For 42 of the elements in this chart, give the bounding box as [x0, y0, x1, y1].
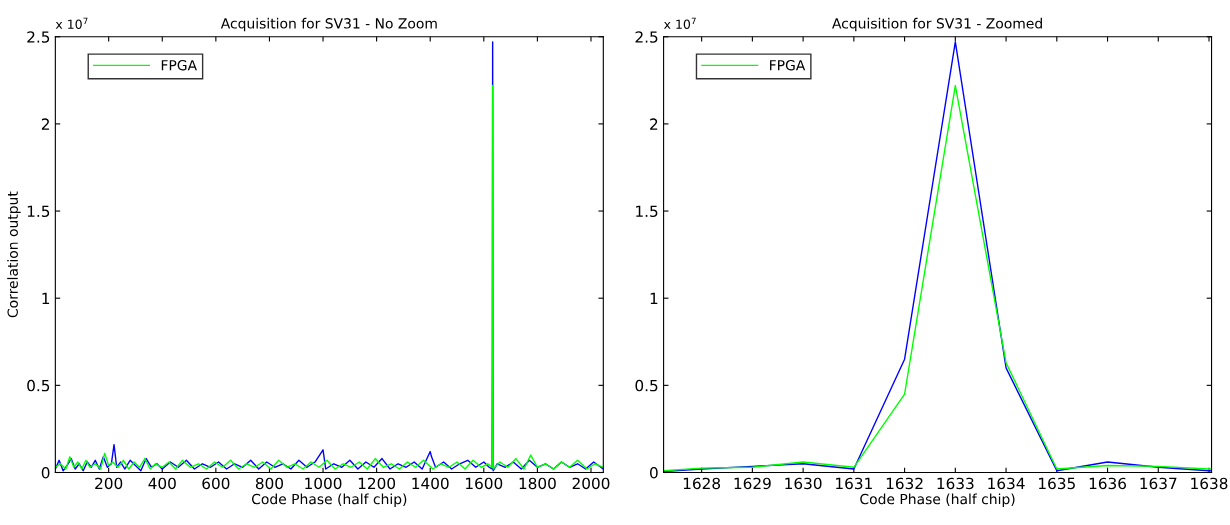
- y-axis-title: Correlation output: [7, 191, 21, 318]
- x-tick-label: 1630: [785, 477, 822, 490]
- y-tick-label: 1: [650, 292, 658, 304]
- x-axis-title: Code Phase (half chip): [251, 493, 407, 507]
- y-tick-label: 2: [41, 118, 49, 130]
- text: x 10$^{7}$: [663, 17, 696, 30]
- x-tick-label: 1633: [937, 477, 974, 490]
- x-tick-label: 1636: [1089, 477, 1127, 490]
- y-tick-label: 2.5: [635, 31, 658, 43]
- y-tick-label: 2.5: [27, 31, 50, 43]
- chart-title: Acquisition for SV31 - Zoomed: [832, 17, 1042, 32]
- x-tick-label: 1635: [1039, 477, 1075, 490]
- x-tick-label: 1400: [412, 477, 449, 490]
- x-tick-label: 1629: [734, 477, 771, 490]
- text: x 10$^{7}$: [55, 17, 88, 30]
- legend-label: FPGA: [770, 59, 806, 71]
- x-tick-label: 1600: [466, 477, 503, 490]
- x-tick-label: 800: [255, 477, 284, 490]
- x-tick-label: 1638: [1191, 477, 1228, 490]
- x-tick-label: 200: [95, 477, 123, 490]
- x-tick-label: 1632: [886, 477, 923, 490]
- x-tick-label: 400: [148, 477, 176, 490]
- y-tick-label: 0.5: [635, 379, 658, 392]
- y-tick-label: 2: [650, 118, 658, 130]
- x-tick-label: 1000: [305, 477, 342, 490]
- x-axis-title: Code Phase (half chip): [860, 493, 1015, 507]
- x-tick-label: 1637: [1140, 477, 1177, 490]
- x-tick-label: 1634: [988, 477, 1025, 490]
- x-tick-label: 600: [202, 477, 230, 490]
- y-tick-label: 0.5: [27, 379, 50, 392]
- x-tick-label: 1800: [519, 477, 556, 490]
- x-tick-label: 1631: [836, 477, 872, 490]
- y-tick-label: 0: [41, 466, 50, 479]
- y-tick-label: 0: [650, 466, 658, 479]
- y-tick-label: 1.5: [636, 205, 658, 218]
- legend-label: FPGA: [161, 59, 197, 71]
- y-tick-label: 1: [42, 292, 50, 304]
- y-tick-label: 1.5: [27, 205, 50, 218]
- x-tick-label: 1628: [683, 477, 721, 490]
- x-tick-label: 2000: [572, 477, 610, 490]
- chart-title: Acquisition for SV31 - No Zoom: [220, 17, 437, 32]
- x-tick-label: 1200: [358, 477, 396, 490]
